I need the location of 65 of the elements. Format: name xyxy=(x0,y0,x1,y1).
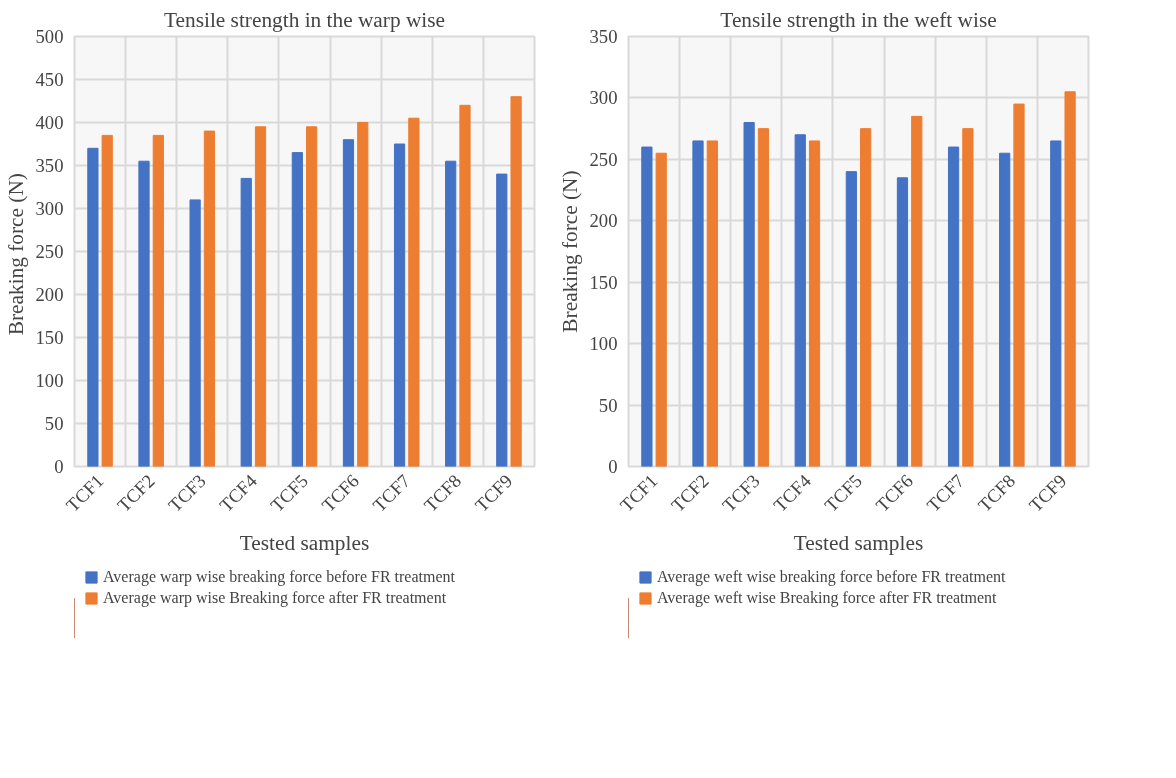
y-tick-label: 450 xyxy=(35,69,64,90)
bar xyxy=(845,171,857,467)
bar xyxy=(655,152,667,467)
y-tick-label: 50 xyxy=(598,394,618,416)
bar xyxy=(254,126,267,467)
bar xyxy=(510,96,522,467)
bar xyxy=(87,147,99,467)
bar xyxy=(757,128,770,467)
bar xyxy=(692,140,704,467)
bar xyxy=(445,160,457,467)
y-axis-title: Breaking force (N) xyxy=(557,170,582,333)
y-tick-label: 300 xyxy=(589,87,618,109)
bar xyxy=(189,199,201,467)
y-tick-label: 50 xyxy=(44,413,64,434)
bar xyxy=(794,134,806,467)
y-tick-label: 200 xyxy=(589,210,618,232)
bar xyxy=(357,122,369,467)
bar xyxy=(306,126,318,467)
bar xyxy=(459,104,471,467)
bar xyxy=(947,146,960,467)
legend-label: Average warp wise breaking force before FR treatment xyxy=(103,568,455,586)
bar xyxy=(240,177,252,467)
x-axis-title: Tested samples xyxy=(793,531,924,556)
bar xyxy=(808,140,821,467)
bar xyxy=(743,122,755,467)
bar xyxy=(408,117,420,467)
y-tick-label: 100 xyxy=(35,370,64,391)
y-tick-label: 500 xyxy=(35,26,64,47)
bar xyxy=(860,128,872,467)
legend-label: Average weft wise breaking force before FR treatment xyxy=(657,568,1006,586)
y-tick-label: 150 xyxy=(589,271,618,293)
bar xyxy=(496,173,508,467)
bar xyxy=(1050,140,1062,467)
y-tick-label: 250 xyxy=(589,148,618,170)
y-tick-label: 400 xyxy=(35,112,64,133)
y-tick-label: 300 xyxy=(35,198,64,219)
y-tick-label: 250 xyxy=(35,241,64,262)
y-tick-label: 350 xyxy=(35,155,64,176)
bar xyxy=(1013,103,1025,467)
x-axis-title: Tested samples xyxy=(239,531,370,556)
y-tick-label: 150 xyxy=(35,327,64,348)
bar xyxy=(706,140,718,467)
legend-label: Average warp wise Breaking force after FR treatment xyxy=(103,589,447,607)
bar xyxy=(641,146,653,467)
bar xyxy=(896,177,909,467)
bar xyxy=(291,152,303,467)
bar xyxy=(393,143,406,467)
y-tick-label: 0 xyxy=(608,456,618,477)
bar xyxy=(999,152,1011,467)
y-tick-label: 350 xyxy=(589,26,618,47)
bar xyxy=(138,160,150,467)
bar xyxy=(962,128,974,467)
bar xyxy=(342,139,355,467)
legend-label: Average weft wise Breaking force after FR treatment xyxy=(657,589,997,607)
chart-title: Tensile strength in the warp wise xyxy=(163,7,446,32)
y-tick-label: 200 xyxy=(35,284,64,305)
bar xyxy=(911,115,923,467)
y-tick-label: 0 xyxy=(54,456,64,477)
y-axis-title: Breaking force (N) xyxy=(3,173,28,336)
bar xyxy=(1064,91,1076,467)
bar xyxy=(101,134,113,467)
chart-title: Tensile strength in the weft wise xyxy=(720,7,997,32)
bar xyxy=(203,130,216,467)
y-tick-label: 100 xyxy=(589,333,618,355)
bar xyxy=(152,134,164,467)
